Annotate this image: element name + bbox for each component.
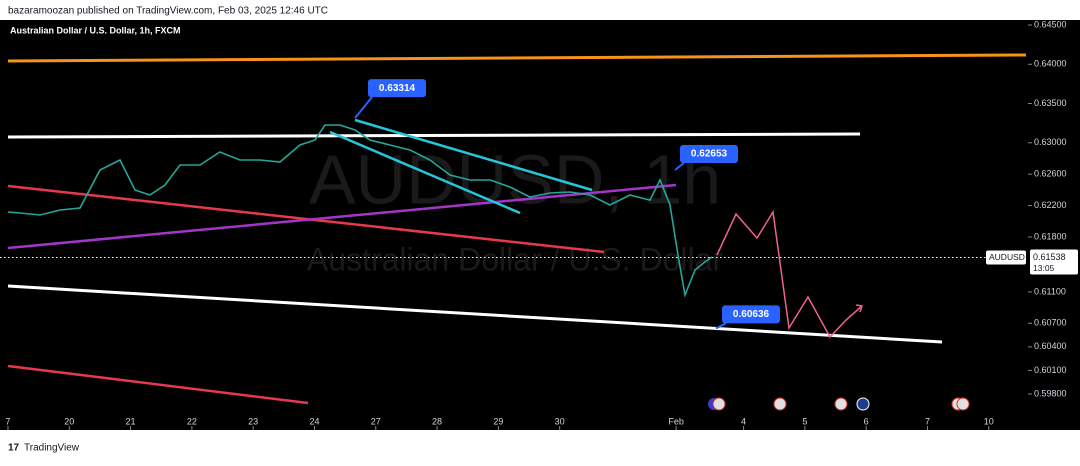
x-tick-label: 5 [802,416,807,426]
x-tick-label: 24 [309,416,319,426]
y-tick-label: 0.64500 [1034,19,1067,29]
price-line [7,124,713,298]
annotation-box [368,79,426,98]
axes: 0.64500 0.64000 0.63500 0.63000 0.62600 0.622… [5,19,1067,430]
price-axis [1028,20,1080,430]
series-name: AUDUSD [989,252,1025,262]
x-tick-label: Feb [668,416,684,426]
x-tick-label: 22 [187,416,197,426]
y-tick-label: 0.62200 [1034,200,1067,210]
watermark-name: Australian Dollar / U.S. Dollar [307,241,723,277]
x-tick-label: 6 [864,416,869,426]
y-tick-label: 0.61100 [1034,286,1066,296]
projection-arrow [855,304,863,313]
channel-bottom-line [7,284,943,344]
event-icon [773,397,787,411]
up-trendline [7,183,677,250]
annotation-pointer [715,322,727,330]
y-tick-label: 0.64000 [1034,59,1067,69]
event-icon [856,397,870,411]
brand-logo: 17 [8,443,20,454]
series-name-box [986,250,1026,265]
x-tick-label: 20 [64,416,74,426]
y-tick-label: 0.63500 [1034,98,1067,108]
watermark-symbol: AUDUSD, 1h [309,140,721,218]
annotation-label: 0.63314 [379,83,416,94]
annotation-label: 0.62653 [691,149,728,160]
x-tick-label: 21 [126,416,136,426]
brand: TradingView [24,443,80,454]
y-tick-label: 0.59800 [1034,388,1067,398]
x-tick-label: 29 [493,416,503,426]
annotation-box [722,305,780,324]
lower-red-line [7,364,309,405]
flag-top [354,118,593,192]
x-tick-label: 10 [984,416,994,426]
resistance-line [7,53,1027,63]
x-tick-label: 28 [432,416,442,426]
x-tick-label: 23 [248,416,258,426]
projection-path [716,209,863,339]
footer [0,436,1080,461]
y-tick-label: 0.60400 [1034,341,1067,351]
last-price-label: 0.61538 [1033,252,1066,262]
x-tick-label: 30 [555,416,565,426]
event-icons [708,397,970,411]
y-tick-label: 0.60700 [1034,318,1067,328]
annotation-pointer [354,96,373,119]
x-tick-label: 27 [371,416,381,426]
flag-bottom [329,130,521,215]
publisher: bazaramoozan published on TradingView.co… [8,6,328,17]
range-top-line [7,132,861,139]
symbol-title: Australian Dollar / U.S. Dollar, 1h, FXC… [10,25,181,35]
last-price-box [1030,249,1078,275]
annotation-box [680,145,738,164]
x-tick-label: 4 [741,416,746,426]
event-icon [956,397,970,411]
x-tick-label: 7 [5,416,10,426]
event-icon [834,397,848,411]
y-tick-label: 0.63000 [1034,137,1067,147]
annotation-pointer [674,162,685,171]
x-tick-label: 7 [925,416,930,426]
y-tick-label: 0.62600 [1034,169,1067,179]
annotation-label: 0.60636 [733,309,770,320]
y-tick-label: 0.60100 [1034,365,1067,375]
countdown: 13:05 [1033,263,1055,273]
y-tick-label: 0.61800 [1034,231,1067,241]
event-icon [712,397,726,411]
plot-area [0,20,1028,430]
